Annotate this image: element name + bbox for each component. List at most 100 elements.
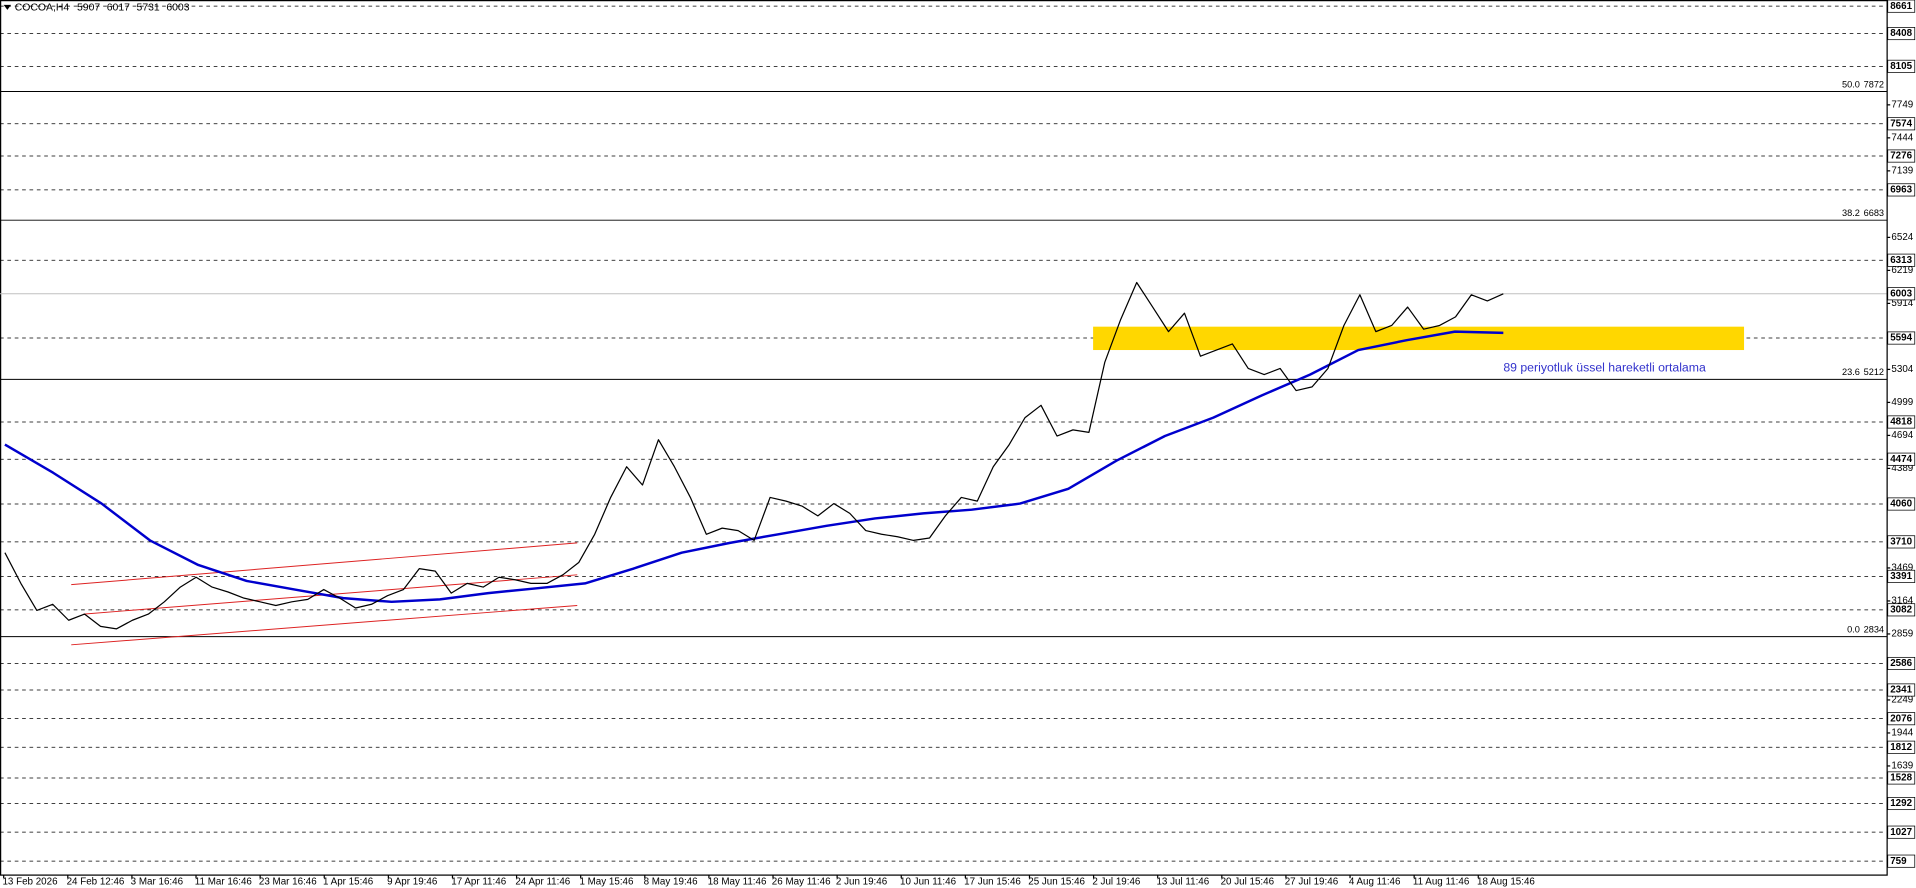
y-tick-label: 5304 (1891, 364, 1913, 375)
x-tick-label: 25 Jun 15:46 (1028, 876, 1085, 887)
level-label: 6963 (1890, 184, 1912, 195)
marks: 89 periyotluk üssel hareketli ortalama (4, 281, 1745, 630)
x-tick-label: 23 Mar 16:46 (259, 876, 317, 887)
y-tick-label: 4389 (1891, 463, 1913, 474)
level-box (1887, 796, 1916, 811)
high: 6017 (107, 2, 130, 13)
level-box (1887, 740, 1916, 754)
level-box (1887, 683, 1916, 697)
x-tick-label: 26 May 11:46 (772, 876, 831, 887)
close: 6003 (166, 2, 189, 13)
level-label: 1027 (1890, 827, 1912, 838)
y-tick-label: 7139 (1891, 165, 1913, 176)
last-price-box (1887, 287, 1916, 301)
channel-middle (83, 574, 578, 615)
level-label: 2076 (1890, 713, 1912, 724)
fib-label: 0.0 2834 (1847, 625, 1884, 635)
level-box (1887, 771, 1916, 785)
level-box (1887, 656, 1916, 671)
level-box (1887, 415, 1916, 429)
fib-ratio: 50.0 (1842, 80, 1860, 90)
plot-frame (0, 0, 1888, 876)
y-tick-label: 7749 (1891, 99, 1913, 110)
y-tick-label: 3164 (1891, 596, 1913, 607)
x-tick-label: 17 Apr 11:46 (451, 876, 506, 887)
level-label: 1528 (1890, 773, 1912, 784)
fib-label: 50.0 7872 (1842, 80, 1884, 90)
x-tick-label: 3 Mar 16:46 (131, 876, 184, 887)
low: 5731 (137, 2, 160, 13)
level-label: 8661 (1890, 1, 1912, 12)
level-box (1887, 535, 1916, 549)
level-box (1887, 854, 1916, 868)
level-box (1887, 183, 1916, 197)
level-label: 4818 (1890, 417, 1912, 428)
fib-value: 5212 (1864, 368, 1884, 378)
x-tick-label: 4 Aug 11:46 (1349, 876, 1401, 887)
level-label: 3082 (1890, 604, 1912, 615)
level-box (1887, 497, 1916, 511)
y-tick-label: 6524 (1891, 232, 1913, 243)
level-label: 4060 (1890, 499, 1912, 510)
x-tick-label: 11 Mar 16:46 (195, 876, 253, 887)
level-box (1887, 712, 1916, 726)
level-label: 4474 (1890, 454, 1912, 465)
fib-ratio: 38.2 (1842, 208, 1860, 218)
open: 5907 (77, 2, 100, 13)
y-tick-label: 2249 (1891, 695, 1913, 706)
x-tick-label: 11 Aug 11:46 (1413, 876, 1470, 887)
price-line (4, 281, 1504, 630)
fib-ratio: 0.0 (1847, 625, 1860, 635)
level-box (1887, 603, 1916, 617)
level-label: 1292 (1890, 798, 1912, 809)
channel-upper (71, 542, 578, 586)
trend-channel (71, 542, 578, 646)
symbol: COCOA,H4 (15, 2, 70, 13)
level-box (1887, 569, 1916, 583)
x-tick-label: 24 Feb 12:46 (67, 876, 125, 887)
y-tick-label: 1639 (1891, 761, 1913, 772)
y-tick-label: 3469 (1891, 563, 1913, 574)
x-tick-label: 18 Aug 15:46 (1477, 876, 1535, 887)
level-label: 2341 (1890, 685, 1912, 696)
x-tick-label: 2 Jul 19:46 (1092, 876, 1141, 887)
y-tick-label: 2859 (1891, 629, 1913, 640)
fib-label: 38.2 6683 (1842, 208, 1884, 218)
x-tick-label: 10 Jun 11:46 (900, 876, 957, 887)
x-tick-label: 24 Apr 11:46 (515, 876, 570, 887)
level-box (1887, 117, 1916, 131)
level-label: 6313 (1890, 255, 1912, 266)
level-label: 8105 (1890, 61, 1912, 72)
ema-line (4, 330, 1504, 604)
x-tick-label: 2 Jun 19:46 (836, 876, 888, 887)
level-label: 7574 (1890, 118, 1912, 129)
collapse-icon (3, 4, 12, 10)
level-label: 3391 (1890, 571, 1912, 582)
x-tick-label: 8 May 19:46 (644, 876, 699, 887)
annotation: 89 periyotluk üssel hareketli ortalama (1503, 361, 1706, 375)
level-box (1887, 331, 1916, 345)
x-tick-label: 1 May 15:46 (579, 876, 634, 887)
level-label: 8408 (1890, 28, 1912, 39)
fib-label: 23.6 5212 (1842, 368, 1884, 378)
fib-value: 2834 (1864, 625, 1884, 635)
level-box (1887, 0, 1916, 13)
level-label: 1812 (1890, 742, 1912, 753)
y-tick-label: 1944 (1891, 728, 1913, 739)
last-price-label: 6003 (1890, 288, 1912, 299)
fib-value: 6683 (1864, 208, 1884, 218)
level-box (1887, 59, 1916, 73)
level-box (1887, 27, 1916, 41)
level-box (1887, 149, 1916, 163)
x-tick-label: 27 Jul 19:46 (1285, 876, 1339, 887)
y-tick-label: 4999 (1891, 397, 1913, 408)
level-box (1887, 253, 1916, 267)
fib-ratio: 23.6 (1842, 368, 1860, 378)
x-tick-label: 13 Feb 2026 (2, 876, 58, 887)
x-tick-label: 1 Apr 15:46 (323, 876, 374, 887)
level-label: 5594 (1890, 333, 1912, 344)
y-tick-label: 7444 (1891, 132, 1913, 143)
